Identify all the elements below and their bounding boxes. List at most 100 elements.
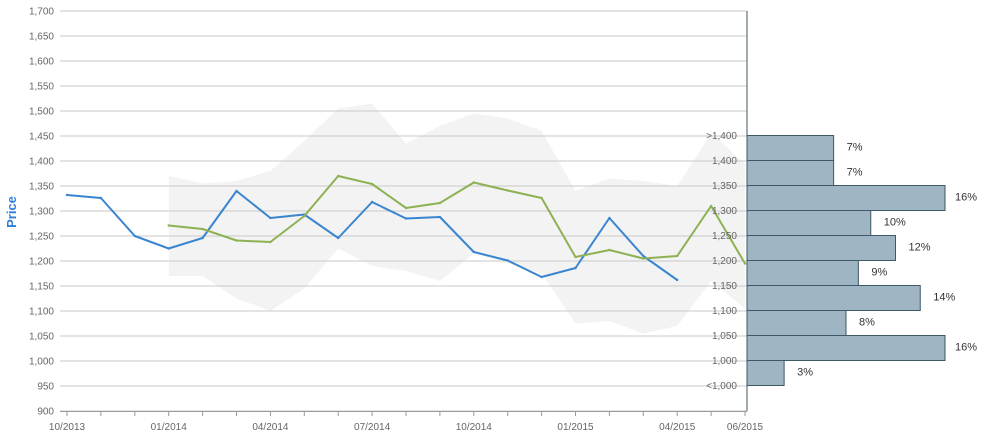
histogram-bar-label: 16% [955, 192, 977, 204]
series-2-point [167, 224, 170, 227]
series-1-point [99, 196, 103, 200]
x-tick-label: 04/2014 [252, 422, 289, 433]
series-1-point [269, 216, 272, 220]
series-1-point [540, 275, 543, 279]
series-2-point [370, 182, 374, 186]
x-tick-label: 07/2014 [354, 422, 391, 433]
gridlines [60, 10, 747, 412]
y-tick-label: 1,250 [29, 232, 54, 243]
histogram-bar-label: 7% [847, 167, 863, 179]
y-tick-label: 950 [37, 382, 54, 393]
histogram-bar-label: 14% [933, 292, 955, 304]
y-tick-label: 1,350 [29, 182, 54, 193]
y-tick-label: 1,700 [29, 7, 54, 18]
histogram-bar [746, 335, 946, 361]
series-2-point [269, 240, 272, 244]
series-1-point [676, 278, 679, 282]
y-tick-label: 1,400 [29, 157, 54, 168]
histogram-bar [746, 260, 859, 286]
series-2-point [676, 254, 679, 258]
series-2-point [642, 257, 645, 260]
series-1-point [235, 189, 238, 193]
y-tick-label: 1,300 [29, 207, 54, 218]
series-line-2 [168, 175, 746, 265]
series-2-point [506, 189, 509, 192]
histogram-category-label: >1,400 [706, 131, 737, 142]
series-1-point [133, 234, 136, 238]
series-1-point [65, 193, 69, 197]
histogram-bar-label: 9% [871, 267, 887, 279]
histogram-bar [746, 310, 847, 336]
histogram-category-label: 1,300 [712, 206, 737, 217]
histogram-bar-label: 16% [955, 342, 977, 354]
histogram-category-label: <1,000 [706, 381, 737, 392]
range-band-layer [168, 103, 745, 334]
y-tick-label: 1,600 [29, 57, 54, 68]
series-1-point [472, 250, 475, 254]
series-2-point [201, 227, 204, 231]
x-tick-label: 10/2014 [456, 422, 493, 433]
y-tick-label: 1,200 [29, 257, 54, 268]
series-2-point [235, 239, 238, 242]
histogram-category-label: 1,400 [712, 156, 737, 167]
histogram-bar [746, 360, 785, 386]
y-tick-label: 1,450 [29, 132, 54, 143]
series-2-point [709, 204, 713, 208]
series-2-point [337, 174, 340, 178]
y-tick-label: 900 [37, 407, 54, 418]
histogram-category-label: 1,350 [712, 181, 737, 192]
y-tick-label: 1,100 [29, 307, 54, 318]
tick-labels: 900 950 1,000 1,050 1,100 1,150 1,200 1,250 1,30… [29, 7, 764, 434]
y-axis-title: Price [4, 196, 19, 228]
y-tick-label: 1,500 [29, 107, 54, 118]
histogram-category-label: 1,000 [712, 356, 737, 367]
histogram-bar [746, 135, 835, 161]
series-2-point [743, 262, 747, 265]
y-tick-label: 1,000 [29, 357, 54, 368]
series-2-point [540, 196, 543, 200]
series-1-point [370, 200, 374, 204]
series-1-point [167, 247, 170, 250]
histogram-bar-label: 8% [859, 317, 875, 329]
series-2-point [608, 248, 611, 252]
series-1-point [574, 266, 577, 270]
series-2-point [303, 214, 306, 218]
histogram-layer: 7% 7% 16% 10% 12% 9% 14% 8% 16% 3% [746, 135, 977, 386]
series-1-point [438, 215, 442, 219]
histogram-category-label: 1,100 [712, 306, 737, 317]
histogram-bar [746, 235, 896, 261]
histogram-bar-label: 10% [884, 217, 906, 229]
series-2-point [438, 201, 442, 205]
x-tick-label: 10/2013 [49, 422, 86, 433]
series-1-point [404, 217, 408, 220]
histogram-bar-label: 7% [847, 142, 863, 154]
series-1-point [642, 254, 645, 258]
histogram-category-label: 1,050 [712, 331, 737, 342]
histogram-bar [746, 160, 835, 186]
x-tick-label: 01/2014 [151, 422, 188, 433]
axes [60, 11, 748, 416]
histogram-bar [746, 185, 946, 211]
x-tick-label: 06/2015 [727, 422, 764, 433]
series-layer [65, 174, 747, 282]
histogram-category-label: 1,250 [712, 231, 737, 242]
histogram-bar-label: 12% [909, 242, 931, 254]
y-tick-label: 1,150 [29, 282, 54, 293]
series-2-point [404, 206, 408, 210]
series-1-point [337, 236, 340, 240]
series-1-point [201, 236, 204, 240]
histogram-category-label: 1,150 [712, 281, 737, 292]
y-tick-label: 1,550 [29, 82, 54, 93]
series-1-point [608, 216, 611, 220]
x-tick-label: 04/2015 [659, 422, 696, 433]
series-2-point [472, 181, 475, 184]
histogram-bar [746, 285, 921, 311]
y-tick-label: 1,650 [29, 32, 54, 43]
series-1-point [506, 259, 509, 262]
series-2-point [574, 255, 577, 259]
y-tick-label: 1,050 [29, 332, 54, 343]
histogram-category-label: 1,200 [712, 256, 737, 267]
range-band [168, 103, 745, 334]
x-tick-label: 01/2015 [557, 422, 594, 433]
